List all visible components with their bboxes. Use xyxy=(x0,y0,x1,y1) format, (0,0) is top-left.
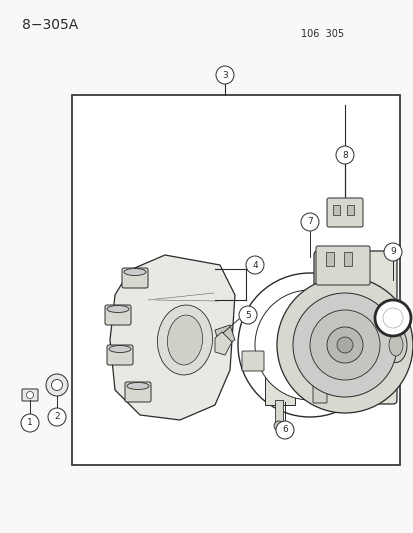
Circle shape xyxy=(300,213,318,231)
Circle shape xyxy=(237,273,381,417)
Polygon shape xyxy=(214,332,231,355)
Text: 5: 5 xyxy=(244,311,250,319)
Ellipse shape xyxy=(109,345,131,352)
Text: 7: 7 xyxy=(306,217,312,227)
Circle shape xyxy=(21,414,39,432)
Text: 6: 6 xyxy=(281,425,287,434)
Text: 3: 3 xyxy=(222,70,227,79)
Text: 106  305: 106 305 xyxy=(301,29,344,39)
Ellipse shape xyxy=(127,383,149,390)
Circle shape xyxy=(46,374,68,396)
Text: 2: 2 xyxy=(54,413,59,422)
Polygon shape xyxy=(214,325,235,348)
Circle shape xyxy=(238,306,256,324)
Text: 4: 4 xyxy=(252,261,257,270)
Circle shape xyxy=(216,66,233,84)
Bar xyxy=(264,360,294,405)
Circle shape xyxy=(309,310,379,380)
Polygon shape xyxy=(110,255,235,420)
Bar xyxy=(325,252,333,266)
Bar xyxy=(346,205,353,215)
Bar xyxy=(332,205,339,215)
Circle shape xyxy=(276,277,412,413)
Circle shape xyxy=(336,337,352,353)
Circle shape xyxy=(245,256,263,274)
FancyBboxPatch shape xyxy=(125,382,151,402)
FancyBboxPatch shape xyxy=(242,351,263,371)
Circle shape xyxy=(254,290,364,400)
Circle shape xyxy=(383,243,401,261)
Circle shape xyxy=(275,421,293,439)
Bar xyxy=(343,252,351,266)
Ellipse shape xyxy=(124,269,146,276)
FancyBboxPatch shape xyxy=(122,268,147,288)
Circle shape xyxy=(273,421,283,431)
FancyBboxPatch shape xyxy=(326,198,362,227)
Circle shape xyxy=(292,293,396,397)
FancyBboxPatch shape xyxy=(313,251,396,404)
FancyBboxPatch shape xyxy=(107,345,133,365)
Text: 8: 8 xyxy=(341,150,347,159)
Circle shape xyxy=(382,308,402,328)
Text: 1: 1 xyxy=(27,418,33,427)
Text: 8−305A: 8−305A xyxy=(22,18,78,32)
Circle shape xyxy=(335,146,353,164)
Ellipse shape xyxy=(388,334,402,356)
Circle shape xyxy=(26,392,33,399)
Ellipse shape xyxy=(157,305,212,375)
Circle shape xyxy=(48,408,66,426)
FancyBboxPatch shape xyxy=(312,379,326,403)
Ellipse shape xyxy=(167,315,202,365)
Ellipse shape xyxy=(384,327,406,362)
Circle shape xyxy=(51,379,62,391)
Bar xyxy=(72,95,399,465)
Circle shape xyxy=(326,327,362,363)
Ellipse shape xyxy=(107,305,129,312)
Text: 9: 9 xyxy=(389,247,395,256)
FancyBboxPatch shape xyxy=(22,389,38,401)
Circle shape xyxy=(374,300,410,336)
Bar xyxy=(274,400,282,425)
FancyBboxPatch shape xyxy=(315,246,369,285)
FancyBboxPatch shape xyxy=(105,305,131,325)
